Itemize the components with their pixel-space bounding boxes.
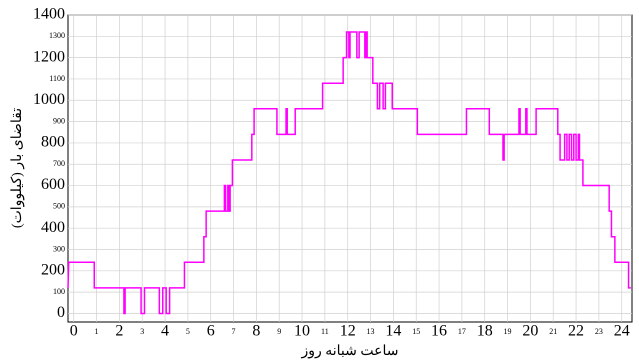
x-tick-label: 18 [477,323,493,340]
x-tick-label: 10 [294,323,310,340]
x-tick-label: 6 [207,323,215,340]
plot-frame [67,14,633,323]
y-tick-label: 1100 [49,74,65,83]
x-tick-label: 4 [161,323,169,340]
y-tick-label: 1200 [33,48,65,65]
x-tick-label: 3 [140,327,144,336]
x-tick-label: 0 [70,323,78,340]
y-tick-label: 700 [53,159,65,168]
x-axis-label: ساعت شبانه روز [300,344,398,359]
y-tick-label: 1000 [33,91,65,108]
x-tick-label: 13 [367,327,375,336]
y-tick-label: 900 [53,116,65,125]
x-tick-label: 9 [277,327,281,336]
x-tick-label: 17 [458,327,466,336]
x-tick-label: 1 [95,327,99,336]
y-tick-label: 600 [41,176,65,193]
x-tick-label: 23 [595,327,603,336]
x-tick-label: 21 [549,327,557,336]
y-tick-label: 800 [41,134,65,151]
x-tick-label: 2 [115,323,123,340]
x-tick-label: 22 [568,323,584,340]
x-tick-label: 8 [252,323,260,340]
x-tick-label: 12 [340,323,356,340]
y-tick-label: 300 [53,244,65,253]
y-tick-label: 500 [53,202,65,211]
y-tick-label: 200 [41,262,65,279]
y-tick-label: 0 [57,304,65,321]
y-tick-label: 400 [41,219,65,236]
y-tick-label: 100 [53,287,65,296]
x-tick-label: 15 [412,327,420,336]
y-tick-label: 1300 [49,31,65,40]
data-line [67,31,631,315]
x-tick-label: 19 [504,327,512,336]
x-tick-label: 7 [232,327,236,336]
x-tick-label: 5 [186,327,190,336]
y-axis-label: تقاضای بار (کیلووات) [10,108,25,228]
x-tick-label: 11 [321,327,329,336]
x-tick-label: 14 [385,323,401,340]
x-tick-label: 20 [522,323,538,340]
x-tick-label: 24 [614,323,630,340]
x-tick-label: 16 [431,323,447,340]
y-tick-label: 1400 [33,6,65,23]
